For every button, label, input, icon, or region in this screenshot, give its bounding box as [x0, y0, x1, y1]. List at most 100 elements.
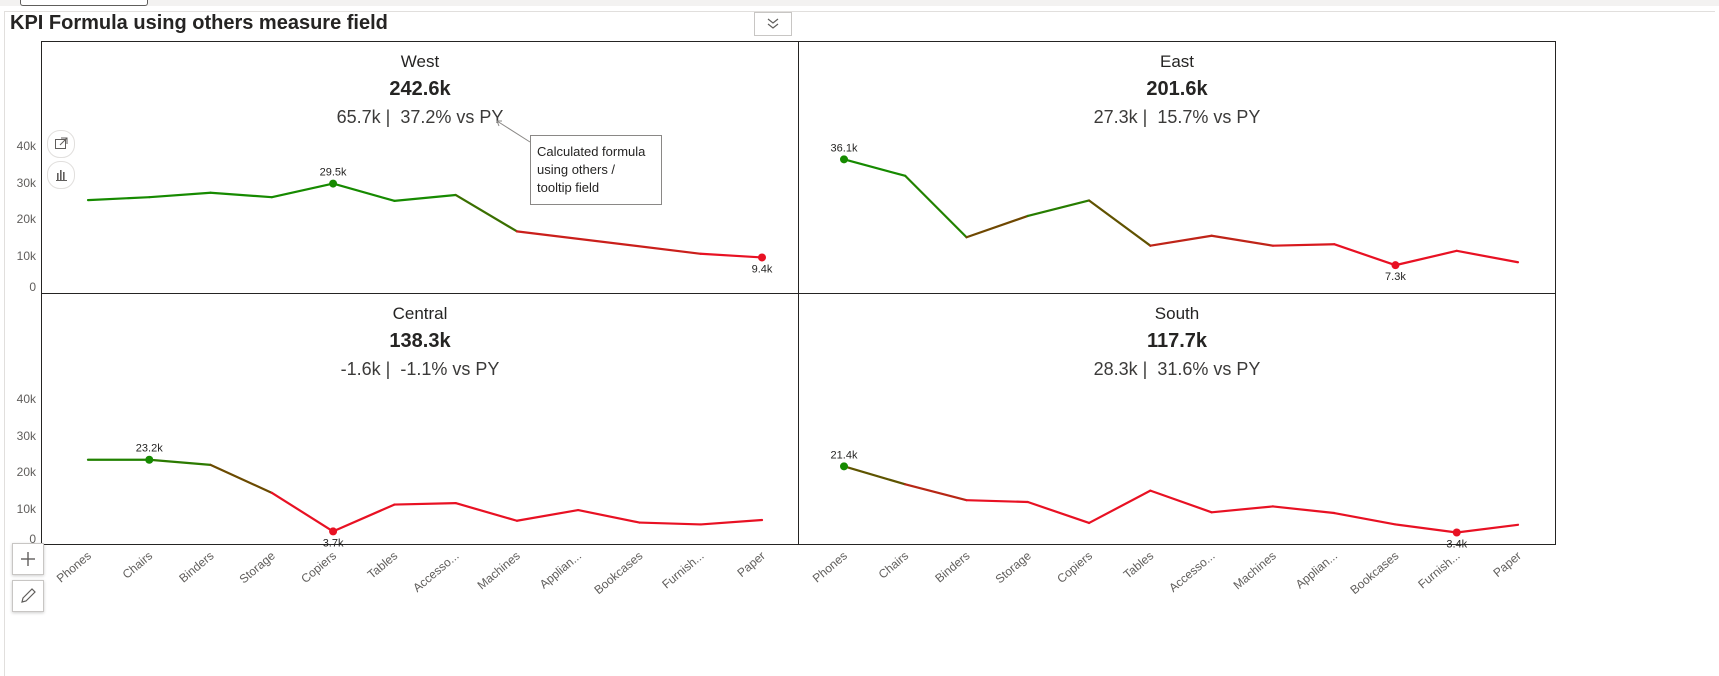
x-tick-label: Paper: [1490, 549, 1524, 580]
min-point[interactable]: [1452, 528, 1461, 537]
panel-total: 242.6k: [389, 78, 451, 100]
series-line-segment: [331, 503, 396, 533]
bar-chart-button[interactable]: [47, 161, 75, 189]
series-line-segment: [1455, 249, 1520, 264]
series-line-segment: [1394, 249, 1458, 267]
max-point[interactable]: [840, 155, 848, 164]
max-data-label: 21.4k: [831, 449, 858, 461]
series-line-segment: [842, 158, 907, 177]
panel-header-south: South 117.7k 28.3k | 31.6% vs PY: [1027, 304, 1327, 380]
series-line-segment: [1149, 489, 1213, 514]
max-point[interactable]: [329, 179, 338, 188]
series-line-segment: [965, 214, 1029, 239]
x-tick-label: Bookcases: [591, 549, 645, 597]
min-point[interactable]: [758, 253, 766, 262]
change-pct: 15.7% vs PY: [1157, 107, 1261, 127]
series-line-segment: [699, 518, 764, 526]
series-line-segment: [1026, 199, 1091, 218]
panel-change: 27.3k | 15.7% vs PY: [1093, 107, 1261, 127]
change-pct: 37.2% vs PY: [400, 107, 504, 127]
series-line-segment: [1333, 243, 1397, 267]
page-tab[interactable]: [20, 0, 148, 6]
series-line-segment: [86, 196, 151, 202]
min-data-label: 3.4k: [1446, 539, 1467, 551]
bar-chart-icon: [56, 170, 67, 181]
callout-line: Calculated formula: [537, 144, 646, 159]
max-data-label: 29.5k: [320, 167, 347, 179]
x-tick-label: Accesso...: [1166, 549, 1217, 595]
show-as-table-button[interactable]: [47, 130, 75, 158]
top-strip: [0, 0, 1719, 6]
x-tick-label: Chairs: [120, 549, 156, 582]
series-line-segment: [1210, 234, 1275, 247]
plus-icon: [21, 552, 35, 566]
callout-line: tooltip field: [537, 180, 600, 195]
series-line-segment: [699, 252, 764, 259]
x-tick-label: Tables: [1121, 549, 1157, 582]
x-tick-label: Accesso...: [410, 549, 461, 595]
panel-name: West: [400, 52, 440, 71]
series-line-segment: [148, 458, 212, 466]
min-point[interactable]: [329, 527, 338, 536]
series-line-segment: [1087, 199, 1152, 247]
chevron-double-down-icon: [767, 18, 779, 29]
series-line-segment: [148, 191, 212, 199]
series-line-segment: [454, 502, 519, 522]
series-line-segment: [1455, 523, 1520, 534]
min-data-label: 7.3k: [1385, 271, 1406, 283]
y-tick: 10k: [16, 502, 36, 516]
y-tick: 40k: [16, 139, 36, 153]
x-tick-label: Machines: [474, 549, 522, 593]
change-pct: 31.6% vs PY: [1157, 359, 1261, 379]
series-line-segment: [1271, 243, 1336, 247]
x-tick-label: Storage: [237, 548, 278, 586]
x-tick-label: Chairs: [876, 549, 912, 582]
callout-arrow-head: [496, 120, 502, 127]
x-tick-label: Phones: [810, 549, 850, 586]
y-tick: 20k: [16, 465, 36, 479]
max-point[interactable]: [145, 455, 154, 464]
edit-button[interactable]: [12, 580, 44, 612]
x-tick-label: Applian...: [1293, 549, 1340, 592]
panel-total: 117.7k: [1146, 330, 1208, 352]
min-data-label: 3.7k: [323, 537, 344, 549]
series-line-segment: [1271, 505, 1336, 515]
series-line-segment: [1333, 511, 1397, 526]
x-tick-label: Copiers: [1054, 549, 1095, 586]
series-line-segment: [577, 508, 641, 524]
y-tick: 30k: [16, 176, 36, 190]
series-line-segment: [331, 182, 396, 202]
series-line-segment: [270, 182, 335, 199]
max-point[interactable]: [840, 462, 848, 471]
series-line-segment: [1210, 505, 1275, 514]
min-point[interactable]: [1391, 261, 1400, 270]
y-tick: 0: [29, 280, 36, 294]
panel-total: 201.6k: [1146, 78, 1208, 100]
callout-line: using others /: [537, 162, 616, 177]
series-line-segment: [515, 230, 702, 255]
pencil-icon: [21, 588, 36, 603]
panel-change: 65.7k | 37.2% vs PY: [336, 107, 504, 127]
expand-visual-icon: [55, 137, 68, 149]
panel-header-east: East 201.6k 27.3k | 15.7% vs PY: [1027, 52, 1327, 128]
change-value: -1.6k: [340, 359, 381, 379]
visual-frame: [4, 11, 1715, 676]
y-tick: 30k: [16, 429, 36, 443]
x-tick-label: Applian...: [537, 549, 584, 592]
callout-arrow: [496, 120, 531, 143]
x-tick-label: Furnish...: [659, 549, 706, 592]
x-tick-label: Bookcases: [1347, 549, 1401, 597]
panel-change: -1.6k | -1.1% vs PY: [340, 359, 500, 379]
y-tick: 10k: [16, 249, 36, 263]
panel-total: 138.3k: [389, 330, 451, 352]
drill-expand-button[interactable]: [754, 12, 792, 36]
panel-header-central: Central 138.3k -1.6k | -1.1% vs PY: [270, 304, 570, 380]
add-button[interactable]: [12, 543, 44, 575]
y-tick: 20k: [16, 212, 36, 226]
x-tick-label: Machines: [1230, 549, 1278, 593]
y-tick: 40k: [16, 392, 36, 406]
series-line-segment: [638, 521, 702, 526]
panel-name: Central: [392, 304, 448, 323]
change-value: 28.3k: [1093, 359, 1138, 379]
